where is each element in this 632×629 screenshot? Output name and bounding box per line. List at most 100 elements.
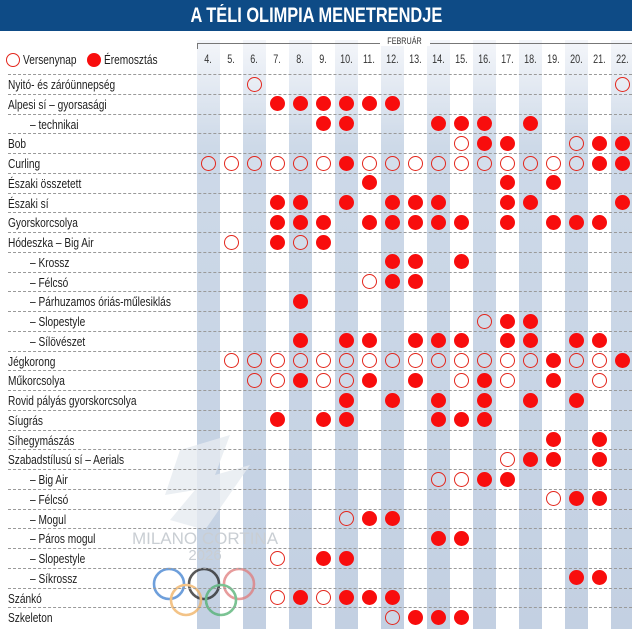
medal-event-marker — [545, 353, 561, 368]
competition-day-marker — [269, 155, 285, 171]
event-label: – Big Air — [30, 472, 68, 487]
medal-event-marker — [315, 234, 331, 250]
medal-event-marker — [384, 195, 400, 210]
competition-day-marker — [384, 155, 400, 171]
competition-day-marker — [223, 234, 239, 250]
competition-day-marker — [568, 135, 584, 151]
filled-circle-icon — [87, 52, 101, 67]
page-title-text: A TÉLI OLIMPIA MENETRENDJE — [190, 4, 442, 27]
open-circle-icon — [6, 52, 20, 67]
medal-event-marker — [591, 491, 607, 507]
event-label: – Síkrossz — [30, 570, 78, 586]
event-label: Hódeszka – Big Air — [8, 235, 94, 250]
event-row: Szkeleton — [8, 607, 632, 627]
legend-medal-event: Éremosztás — [104, 52, 158, 67]
medal-event-marker — [591, 214, 607, 230]
event-row: Északi összetett — [8, 172, 632, 193]
medal-event-marker — [476, 135, 492, 151]
medal-event-marker — [384, 392, 400, 408]
event-label: Szabadstílusú sí – Aerials — [8, 452, 125, 468]
month-bracket-tick — [197, 43, 198, 49]
event-row: Szabadstílusú sí – Aerials — [8, 449, 632, 469]
medal-event-marker — [430, 392, 446, 408]
competition-day-marker — [338, 372, 354, 388]
event-row: Bob — [8, 133, 632, 153]
medal-event-marker — [292, 333, 308, 349]
event-label: Északi sí — [8, 195, 49, 211]
medal-event-marker — [292, 214, 308, 230]
competition-day-marker — [315, 372, 331, 388]
medal-event-marker — [430, 530, 446, 546]
medal-event-marker — [453, 530, 469, 546]
medal-event-marker — [476, 116, 492, 131]
day-label: 13. — [408, 52, 422, 66]
medal-event-marker — [614, 135, 630, 151]
medal-event-marker — [545, 214, 561, 230]
medal-event-marker — [453, 214, 469, 230]
medal-event-marker — [499, 333, 515, 349]
medal-event-marker — [361, 511, 377, 526]
medal-event-marker — [292, 96, 308, 112]
event-row: Alpesi sí – gyorsasági — [8, 93, 632, 114]
competition-day-marker — [338, 511, 354, 526]
medal-event-marker — [522, 313, 538, 329]
competition-day-marker — [476, 353, 492, 368]
event-row: – Slopestyle — [8, 311, 632, 331]
event-row: Északi sí — [8, 192, 632, 213]
medal-event-marker — [384, 274, 400, 289]
medal-event-marker — [384, 590, 400, 605]
competition-day-marker — [499, 372, 515, 388]
medal-event-marker — [499, 175, 515, 191]
competition-day-marker — [453, 155, 469, 171]
competition-day-marker — [246, 372, 262, 388]
medal-event-marker — [338, 116, 354, 131]
event-label: – technikai — [30, 116, 79, 132]
medal-event-marker — [407, 214, 423, 230]
medal-event-marker — [591, 570, 607, 586]
event-row: – Big Air — [8, 469, 632, 489]
medal-event-marker — [568, 333, 584, 349]
medal-event-marker — [453, 609, 469, 625]
medal-event-marker — [269, 96, 285, 112]
competition-day-marker — [292, 234, 308, 250]
medal-event-marker — [315, 550, 331, 566]
medal-event-marker — [338, 590, 354, 605]
medal-event-marker — [476, 372, 492, 388]
medal-event-marker — [591, 155, 607, 171]
event-label: – Félcsó — [30, 491, 69, 507]
day-label: 5. — [227, 52, 235, 66]
event-label: Nyitó- és záróünnepség — [8, 77, 116, 92]
milano-cortina-watermark: MILANO CORTINA 2026 — [132, 435, 279, 617]
competition-day-marker — [430, 471, 446, 487]
medal-event-marker — [361, 333, 377, 349]
legend-competition-day: Versenynap — [23, 52, 77, 67]
event-label: Alpesi sí – gyorsasági — [8, 96, 107, 112]
medal-event-marker — [361, 214, 377, 230]
medal-event-marker — [545, 432, 561, 447]
competition-day-marker — [269, 353, 285, 368]
medal-event-marker — [499, 313, 515, 329]
medal-event-marker — [315, 214, 331, 230]
day-label: 20. — [569, 52, 583, 66]
event-row: – Párhuzamos óriás-műlesiklás — [8, 291, 632, 311]
medal-event-marker — [568, 392, 584, 408]
competition-day-marker — [361, 353, 377, 368]
page-title: A TÉLI OLIMPIA MENETRENDJE — [0, 4, 632, 28]
event-label: Műkorcsolya — [8, 373, 65, 389]
competition-day-marker — [292, 155, 308, 171]
medal-event-marker — [407, 333, 423, 349]
competition-day-marker — [453, 372, 469, 388]
event-label: – Páros mogul — [30, 531, 96, 547]
medal-event-marker — [361, 372, 377, 388]
event-label: – Krossz — [30, 254, 70, 270]
watermark-year: 2026 — [188, 547, 221, 564]
medal-event-marker — [499, 214, 515, 230]
medal-event-marker — [430, 195, 446, 210]
medal-event-marker — [591, 135, 607, 151]
medal-event-marker — [568, 214, 584, 230]
event-row: – technikai — [8, 113, 632, 134]
medal-event-marker — [407, 372, 423, 388]
day-label: 19. — [546, 52, 560, 66]
event-row: Jégkorong — [8, 350, 632, 371]
medal-event-marker — [338, 550, 354, 566]
